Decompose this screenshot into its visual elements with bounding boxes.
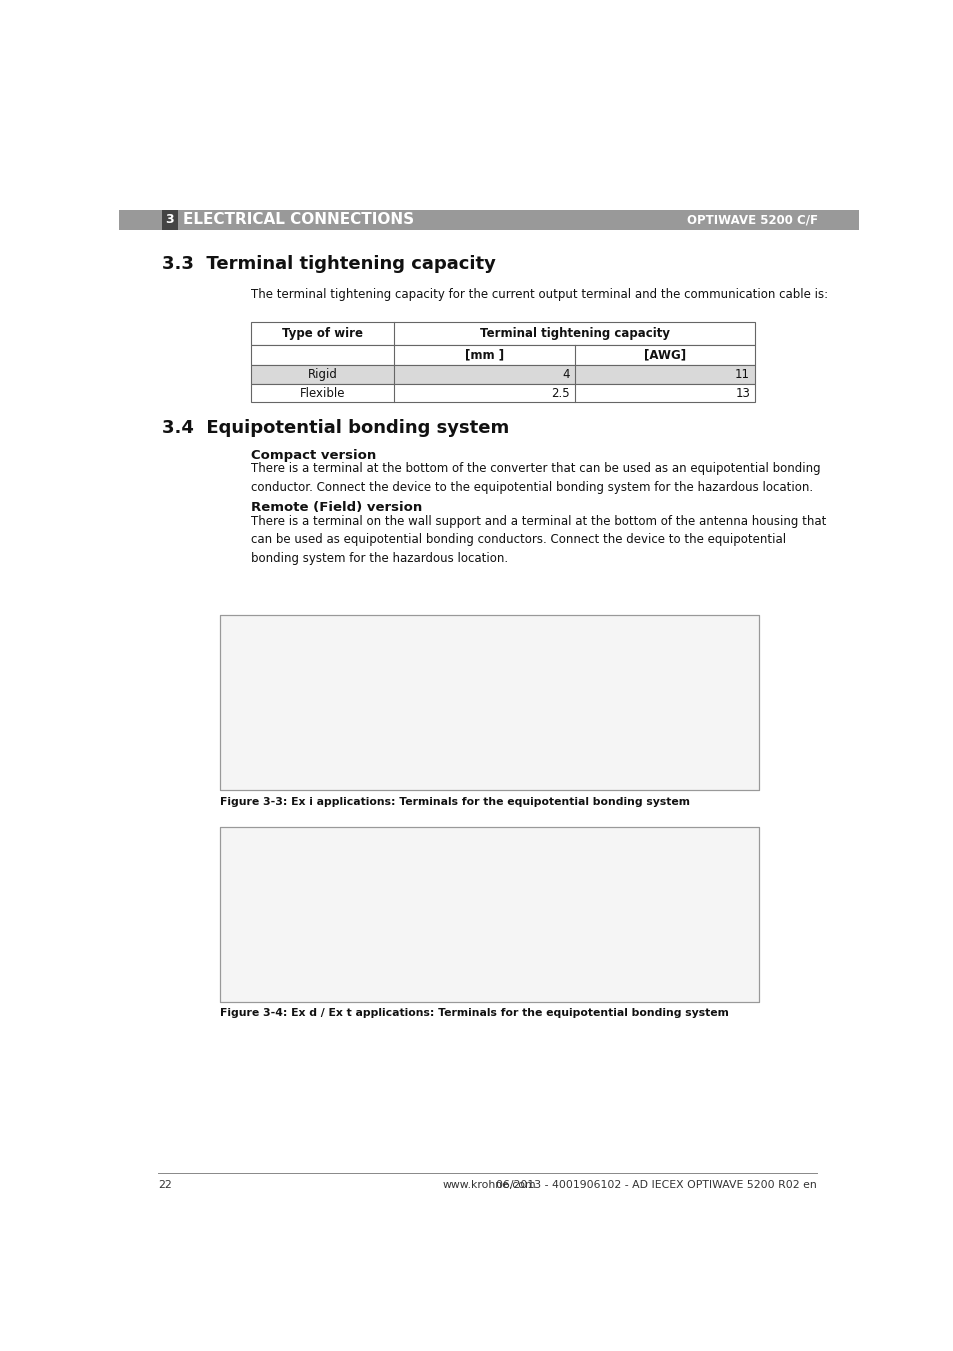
Bar — [220, 827, 758, 1002]
Text: Remote (Field) version: Remote (Field) version — [251, 501, 422, 513]
Text: Type of wire: Type of wire — [282, 327, 363, 340]
Text: Figure 3-4: Ex d / Ex t applications: Terminals for the equipotential bonding sy: Figure 3-4: Ex d / Ex t applications: Te… — [220, 1008, 728, 1019]
Bar — [119, 209, 858, 230]
Text: 06/2013 - 4001906102 - AD IECEX OPTIWAVE 5200 R02 en: 06/2013 - 4001906102 - AD IECEX OPTIWAVE… — [496, 1181, 816, 1190]
Text: There is a terminal on the wall support and a terminal at the bottom of the ante: There is a terminal on the wall support … — [251, 515, 825, 565]
Text: Figure 3-3: Ex i applications: Terminals for the equipotential bonding system: Figure 3-3: Ex i applications: Terminals… — [220, 797, 689, 807]
Text: 11: 11 — [735, 367, 749, 381]
Text: 3.4  Equipotential bonding system: 3.4 Equipotential bonding system — [162, 419, 509, 438]
Text: Terminal tightening capacity: Terminal tightening capacity — [479, 327, 669, 340]
Text: 4: 4 — [562, 367, 569, 381]
Text: Rigid: Rigid — [308, 367, 337, 381]
Bar — [251, 346, 754, 365]
Text: Flexible: Flexible — [299, 386, 345, 400]
Bar — [251, 384, 754, 403]
Text: The terminal tightening capacity for the current output terminal and the communi: The terminal tightening capacity for the… — [251, 288, 827, 301]
Bar — [162, 209, 178, 230]
Text: [AWG]: [AWG] — [643, 349, 685, 362]
Bar — [220, 615, 758, 790]
Bar — [251, 323, 754, 346]
Text: 3.3  Terminal tightening capacity: 3.3 Terminal tightening capacity — [162, 254, 496, 273]
Text: ELECTRICAL CONNECTIONS: ELECTRICAL CONNECTIONS — [183, 212, 414, 227]
Text: 2.5: 2.5 — [551, 386, 569, 400]
Text: www.krohne.com: www.krohne.com — [441, 1181, 536, 1190]
Text: Compact version: Compact version — [251, 449, 375, 462]
Bar — [220, 827, 758, 1002]
Bar — [220, 615, 758, 790]
Bar — [251, 365, 754, 384]
Text: [mm ]: [mm ] — [464, 349, 503, 362]
Text: 3: 3 — [165, 213, 173, 227]
Text: OPTIWAVE 5200 C/F: OPTIWAVE 5200 C/F — [686, 213, 818, 227]
Text: 22: 22 — [158, 1181, 172, 1190]
Text: 13: 13 — [735, 386, 749, 400]
Text: There is a terminal at the bottom of the converter that can be used as an equipo: There is a terminal at the bottom of the… — [251, 462, 820, 494]
